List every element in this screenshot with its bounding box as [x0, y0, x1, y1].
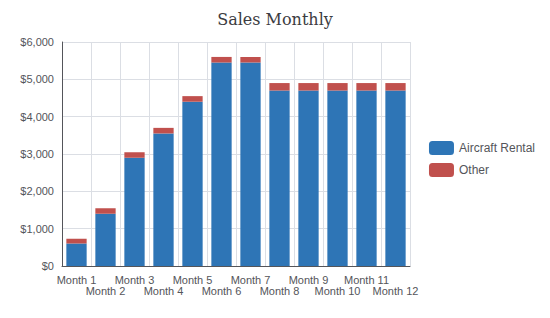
- svg-text:$2,000: $2,000: [20, 185, 54, 197]
- svg-text:Month 4: Month 4: [144, 285, 184, 297]
- svg-text:$4,000: $4,000: [20, 111, 54, 123]
- svg-text:Sales Monthly: Sales Monthly: [217, 10, 333, 29]
- svg-text:Month 7: Month 7: [230, 273, 271, 286]
- svg-text:$5,000: $5,000: [20, 73, 54, 85]
- svg-text:Aircraft Rental: Aircraft Rental: [459, 141, 535, 155]
- svg-text:Month 12: Month 12: [373, 285, 419, 297]
- svg-text:$6,000: $6,000: [20, 36, 54, 48]
- svg-text:$0: $0: [42, 260, 54, 272]
- svg-text:Month 3: Month 3: [114, 273, 155, 286]
- svg-text:$3,000: $3,000: [20, 148, 54, 160]
- svg-text:Month 10: Month 10: [315, 285, 361, 297]
- svg-text:$1,000: $1,000: [20, 223, 54, 235]
- svg-text:Month 2: Month 2: [86, 285, 126, 297]
- svg-text:Month 9: Month 9: [288, 273, 329, 286]
- svg-text:Month 1: Month 1: [56, 273, 97, 286]
- svg-text:Month 11: Month 11: [344, 273, 389, 286]
- svg-text:Month 5: Month 5: [172, 273, 213, 286]
- svg-text:Month 6: Month 6: [202, 285, 242, 297]
- svg-text:Month 8: Month 8: [260, 285, 300, 297]
- svg-text:Other: Other: [459, 163, 489, 177]
